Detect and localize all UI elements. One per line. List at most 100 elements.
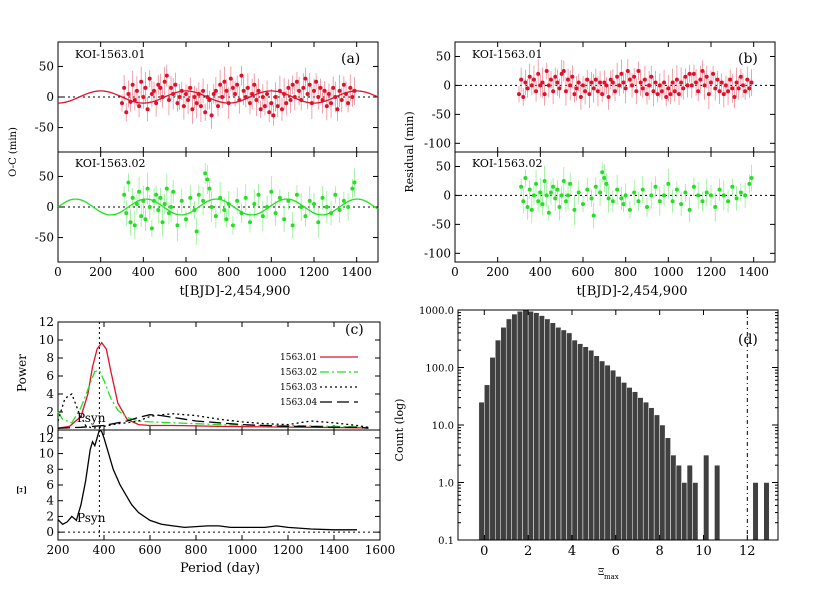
panel-c-bottom-ytick-label: 6: [46, 478, 54, 492]
panel-b-data-point: [645, 205, 649, 209]
panel-a-data-point: [245, 85, 250, 90]
panel-d-bar: [692, 482, 699, 541]
panel-b-data-point: [702, 83, 707, 88]
panel-b-data-point: [551, 89, 556, 94]
panel-a-data-point: [305, 91, 310, 96]
panel-b-bottom-xtick-label: 600: [572, 265, 595, 279]
panel-a-bottom-plot: 0 200 400 600 800 1000 1200 1400 -50 0 50: [35, 151, 379, 279]
panel-b-data-point: [723, 83, 728, 88]
panel-b-data-point: [521, 199, 526, 204]
panel-a-data-point: [235, 82, 240, 87]
panel-b-data-point: [606, 95, 611, 99]
panel-a-top-ytick-label: -50: [35, 121, 54, 135]
panel-d-bar: [489, 357, 496, 541]
panel-a-data-point: [205, 177, 210, 182]
panel-d-label: (d): [738, 332, 758, 348]
panel-d-bar: [714, 464, 721, 541]
panel-b-data-point: [717, 187, 722, 192]
panel-b-data-point: [734, 80, 739, 85]
panel-a-bottom-ytick-label: -50: [35, 231, 54, 245]
panel-c-series-1563.03: [57, 393, 369, 429]
panel-b-data-point: [687, 71, 692, 76]
panel-a-data-point: [124, 110, 129, 115]
panel-a-data-point: [314, 79, 319, 84]
panel-a-data-point: [267, 110, 272, 115]
panel-a-data-point: [290, 82, 295, 87]
panel-a-bottom-xtick-label: 0: [54, 265, 62, 279]
panel-b-data-point: [621, 80, 626, 85]
panel-a-data-point: [203, 171, 208, 176]
panel-b-data-point: [717, 89, 722, 94]
panel-d-bar: [560, 329, 567, 541]
panel-a-data-point: [256, 192, 261, 197]
panel-b-data-point: [538, 190, 543, 195]
panel-c-xlabel: Period (day): [180, 561, 260, 576]
panel-b-data-point: [546, 83, 551, 88]
panel-a-data-point: [294, 192, 299, 197]
panel-d-xtick-label: 0: [480, 544, 488, 559]
panel-b-data-point: [698, 77, 703, 82]
panel-b-data-point: [527, 74, 532, 79]
panel-a-data-point: [301, 85, 306, 90]
panel-b-data-point: [674, 77, 679, 82]
panel-a-data-point: [324, 205, 329, 209]
panel-a-data-point: [286, 85, 291, 90]
panel-b-data-point: [583, 89, 588, 94]
panel-a-data-point: [350, 186, 355, 191]
panel-b-data-point: [666, 86, 671, 91]
panel-b-data-point: [587, 92, 592, 97]
panel-a-data-point: [190, 107, 195, 112]
panel-c-top-ylabel: Power: [15, 354, 29, 392]
panel-a-data-point: [260, 95, 265, 99]
panel-a-data-point: [337, 88, 342, 93]
panel-a-data-point: [284, 101, 289, 106]
panel-b-bottom-frame: [454, 151, 776, 263]
panel-a-data-point: [209, 113, 214, 118]
panel-b-data-point: [563, 199, 568, 204]
panel-a-data-point: [260, 214, 265, 219]
panel-a-data-point: [303, 214, 308, 219]
panel-d-bar: [599, 360, 606, 541]
panel-d-bar: [544, 318, 551, 541]
panel-c-bottom-xtick-label: 1600: [365, 543, 396, 557]
panel-d-xlabel-symbol: Ξ: [598, 568, 604, 578]
panel-b-data-point: [719, 80, 724, 85]
panel-b-data-point: [525, 205, 530, 209]
panel-a-data-point: [348, 85, 353, 90]
panel-d-bar: [495, 339, 501, 541]
panel-c-bottom-xtick-label: 1000: [227, 543, 258, 557]
panel-a-data-point: [134, 201, 139, 206]
panel-a-data-point: [130, 82, 135, 87]
panel-a-data-point: [346, 205, 351, 209]
panel-a-bottom-name: KOI-1563.02: [75, 157, 146, 170]
panel-a-data-point: [312, 88, 316, 93]
panel-b-data-point: [627, 207, 632, 212]
panel-b-data-point: [632, 74, 637, 79]
panel-a-data-point: [335, 107, 340, 112]
panel-b-data-point: [649, 74, 654, 79]
panel-a-data-point: [297, 88, 302, 93]
panel-b-data-point: [619, 71, 624, 76]
panel-a-data-point: [126, 180, 131, 185]
panel-a-data-point: [194, 101, 199, 106]
panel-b-data-point: [694, 80, 699, 85]
panel-c-legend-label: 1563.04: [280, 398, 317, 408]
panel-a-bottom-ytick-label: 50: [39, 169, 54, 183]
panel-b-ylabel: Residual (min): [403, 111, 416, 192]
panel-c-bottom-ytick-label: 2: [46, 509, 54, 523]
panel-b-data-point: [572, 207, 577, 212]
panel-b-data-point: [619, 196, 624, 201]
panel-b-data-point: [576, 190, 581, 195]
panel-b-data-point: [683, 74, 688, 79]
panel-b-data-point: [670, 199, 675, 204]
panel-c-bottom-xtick-label: 1200: [273, 543, 304, 557]
panel-d-bar: [648, 407, 655, 541]
panel-a-data-point: [350, 95, 355, 99]
panel-b-data-point: [553, 196, 558, 201]
panel-a-data-point: [198, 104, 203, 109]
panel-b-data-point: [546, 210, 551, 215]
panel-a-data-point: [134, 88, 139, 93]
panel-d-xtick-label: 4: [568, 544, 576, 559]
panel-b-data-point: [636, 68, 641, 73]
